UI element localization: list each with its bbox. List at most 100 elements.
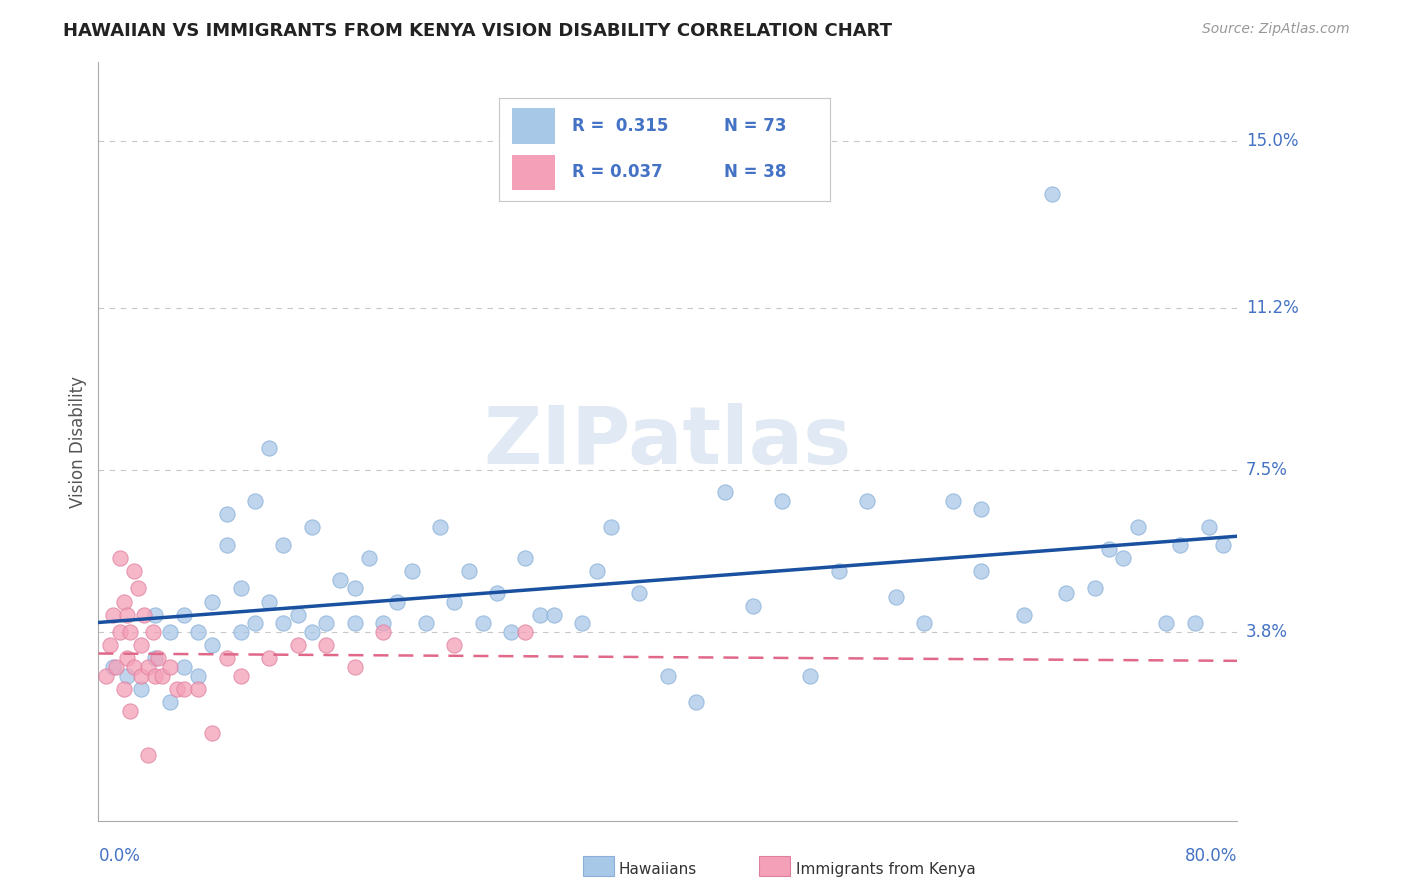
Point: [243, 493, 266, 508]
Point: [129, 682, 152, 697]
Point: [101, 660, 124, 674]
Point: [141, 625, 163, 640]
Point: [387, 594, 409, 608]
Point: [457, 564, 479, 578]
Point: [770, 493, 793, 508]
Point: [287, 607, 309, 622]
Text: 80.0%: 80.0%: [1185, 847, 1237, 865]
Point: [215, 537, 238, 551]
Point: [585, 564, 607, 578]
Point: [799, 669, 821, 683]
Point: [273, 616, 295, 631]
Point: [471, 616, 494, 631]
Point: [329, 573, 352, 587]
Point: [112, 594, 135, 608]
Point: [122, 564, 145, 578]
Point: [343, 582, 366, 596]
Point: [187, 682, 209, 697]
Text: 7.5%: 7.5%: [1246, 461, 1288, 479]
Point: [657, 669, 679, 683]
Point: [108, 550, 131, 565]
Point: [259, 441, 281, 455]
Point: [129, 638, 152, 652]
Point: [108, 625, 131, 640]
Point: [856, 493, 879, 508]
Point: [145, 669, 167, 683]
Point: [201, 594, 224, 608]
Point: [118, 704, 141, 718]
Point: [1170, 537, 1192, 551]
Y-axis label: Vision Disability: Vision Disability: [69, 376, 87, 508]
Text: 15.0%: 15.0%: [1246, 132, 1298, 151]
Point: [486, 586, 509, 600]
Point: [373, 616, 395, 631]
Point: [215, 651, 238, 665]
Point: [443, 594, 465, 608]
FancyBboxPatch shape: [512, 154, 555, 190]
Point: [515, 550, 537, 565]
Point: [159, 695, 181, 709]
Point: [401, 564, 423, 578]
Point: [1126, 520, 1149, 534]
Point: [173, 607, 195, 622]
Point: [1198, 520, 1220, 534]
Point: [343, 616, 366, 631]
Point: [628, 586, 651, 600]
Point: [229, 582, 252, 596]
Point: [136, 747, 159, 762]
Text: 11.2%: 11.2%: [1246, 299, 1299, 317]
Point: [884, 590, 907, 604]
Point: [315, 616, 337, 631]
Point: [1112, 550, 1135, 565]
Point: [415, 616, 437, 631]
Point: [187, 669, 209, 683]
Point: [132, 607, 155, 622]
Point: [166, 682, 188, 697]
Point: [501, 625, 523, 640]
Point: [1056, 586, 1078, 600]
Text: R = 0.037: R = 0.037: [572, 163, 662, 181]
Point: [122, 660, 145, 674]
Point: [173, 660, 195, 674]
FancyBboxPatch shape: [512, 109, 555, 145]
Point: [301, 520, 323, 534]
Point: [1012, 607, 1035, 622]
Point: [301, 625, 323, 640]
Point: [145, 607, 167, 622]
Text: Immigrants from Kenya: Immigrants from Kenya: [796, 863, 976, 877]
Point: [243, 616, 266, 631]
Text: Hawaiians: Hawaiians: [619, 863, 697, 877]
Point: [373, 625, 395, 640]
Text: HAWAIIAN VS IMMIGRANTS FROM KENYA VISION DISABILITY CORRELATION CHART: HAWAIIAN VS IMMIGRANTS FROM KENYA VISION…: [63, 22, 893, 40]
Point: [685, 695, 707, 709]
Point: [1098, 541, 1121, 556]
Point: [152, 669, 174, 683]
Point: [315, 638, 337, 652]
Point: [201, 638, 224, 652]
Point: [1154, 616, 1177, 631]
Point: [159, 625, 181, 640]
Point: [259, 594, 281, 608]
Point: [215, 507, 238, 521]
Point: [129, 669, 152, 683]
Point: [273, 537, 295, 551]
Point: [571, 616, 593, 631]
Point: [970, 502, 993, 516]
Point: [343, 660, 366, 674]
Point: [115, 651, 138, 665]
Point: [357, 550, 380, 565]
Point: [1212, 537, 1234, 551]
Point: [173, 682, 195, 697]
Text: R =  0.315: R = 0.315: [572, 117, 668, 135]
Point: [912, 616, 935, 631]
Point: [148, 651, 170, 665]
Point: [101, 607, 124, 622]
Point: [104, 660, 127, 674]
Point: [229, 625, 252, 640]
Point: [136, 660, 159, 674]
Point: [127, 582, 149, 596]
Point: [1040, 186, 1063, 201]
Point: [259, 651, 281, 665]
Point: [529, 607, 551, 622]
Text: 0.0%: 0.0%: [98, 847, 141, 865]
